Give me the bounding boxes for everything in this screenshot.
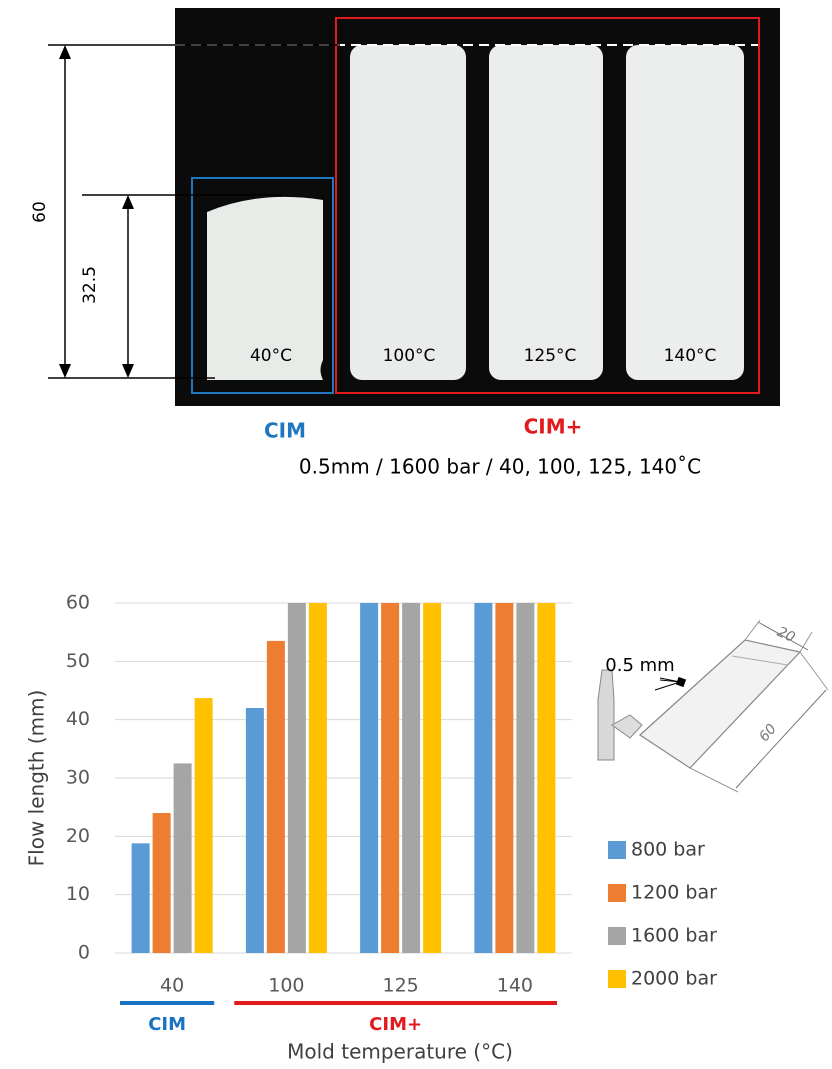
bar [267, 641, 285, 953]
bar [195, 698, 213, 953]
bar [537, 603, 555, 953]
group-label: CIM [148, 1014, 186, 1035]
x-tick-label: 40 [160, 975, 184, 997]
plate-label: 100°C [383, 346, 436, 366]
legend-label: 1600 bar [631, 925, 717, 947]
plate-label: 125°C [524, 346, 577, 366]
group-label: CIM [264, 419, 306, 443]
y-tick-label: 40 [66, 708, 90, 730]
plate [626, 45, 744, 380]
bar [132, 843, 150, 953]
plate-label: 140°C [664, 346, 717, 366]
y-axis-title: Flow length (mm) [25, 690, 49, 867]
bar [516, 603, 534, 953]
y-tick-label: 60 [66, 592, 90, 614]
plate-label: 40°C [250, 346, 292, 366]
dimension-label: 32.5 [80, 266, 100, 304]
x-tick-label: 140 [497, 975, 533, 997]
legend-swatch [608, 927, 626, 945]
y-tick-label: 20 [66, 825, 90, 847]
bar [246, 708, 264, 953]
bar [360, 603, 378, 953]
group-label: CIM+ [524, 415, 583, 439]
y-tick-label: 30 [66, 767, 90, 789]
legend-label: 2000 bar [631, 968, 717, 990]
figure: 60 32.5 40°C 100°C 125°C 140°C CIM CIM+ … [0, 0, 832, 1069]
x-tick-label: 125 [382, 975, 418, 997]
legend-label: 800 bar [631, 839, 705, 861]
x-tick-label: 100 [268, 975, 304, 997]
y-tick-label: 0 [78, 942, 90, 964]
y-tick-label: 50 [66, 650, 90, 672]
bar [174, 763, 192, 953]
plate [489, 45, 603, 380]
group-label: CIM+ [369, 1014, 422, 1035]
bar [474, 603, 492, 953]
arrow-heads [59, 45, 134, 378]
inset-diagram [598, 620, 828, 792]
legend-swatch [608, 970, 626, 988]
bar [153, 813, 171, 953]
bar [423, 603, 441, 953]
legend-label: 1200 bar [631, 882, 717, 904]
caption: 0.5mm / 1600 bar / 40, 100, 125, 140˚C [299, 455, 701, 479]
legend-swatch [608, 841, 626, 859]
bar [495, 603, 513, 953]
y-tick-label: 10 [66, 883, 90, 905]
bar [381, 603, 399, 953]
inset-label: 60 [756, 721, 780, 745]
bar [288, 603, 306, 953]
plate [350, 45, 466, 380]
x-axis-title: Mold temperature (°C) [287, 1040, 513, 1064]
dimension-label: 60 [30, 201, 50, 223]
legend-swatch [608, 884, 626, 902]
inset-label: 0.5 mm [605, 655, 674, 676]
bar [402, 603, 420, 953]
bar [309, 603, 327, 953]
page: 60 32.5 40°C 100°C 125°C 140°C CIM CIM+ … [0, 0, 832, 1069]
